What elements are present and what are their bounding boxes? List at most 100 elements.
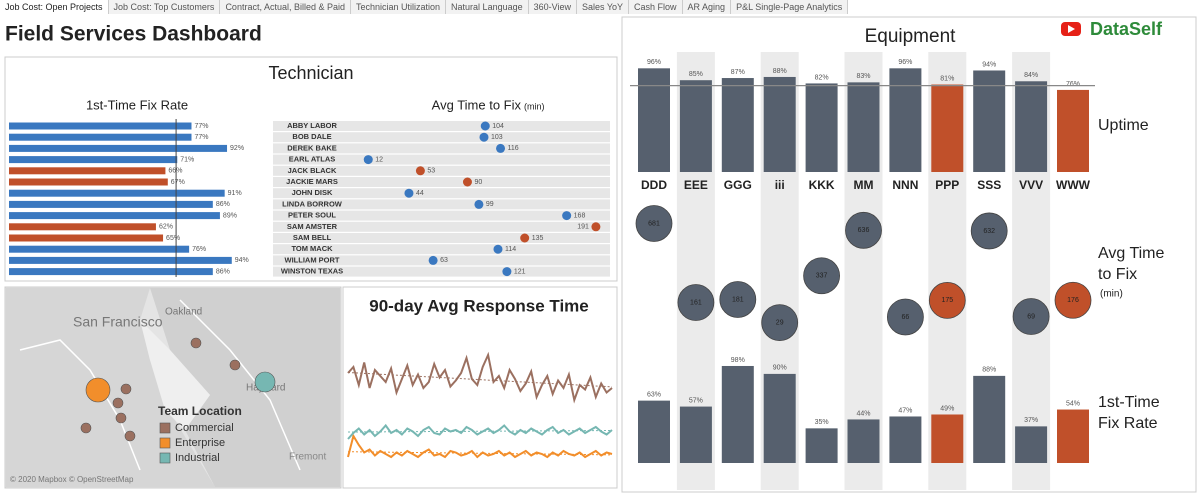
line-series [347, 433, 613, 459]
bubble [803, 257, 840, 295]
map-point [229, 359, 241, 371]
tab[interactable]: Contract, Actual, Billed & Paid [220, 0, 351, 14]
response-panel [342, 286, 618, 489]
map-point [85, 377, 111, 403]
legend-label: Industrial [175, 452, 220, 464]
bar [973, 375, 1006, 463]
category-label: JACK BLACK [288, 166, 337, 175]
bar [721, 365, 754, 463]
bar [9, 156, 178, 164]
value-label: 44 [416, 190, 424, 197]
value-label: 96% [898, 59, 912, 66]
chart-unit: (min) [524, 101, 545, 111]
map-point [254, 371, 276, 393]
value-label: 636 [858, 227, 870, 234]
bar [721, 78, 754, 172]
value-label: 47% [898, 407, 912, 414]
tab[interactable]: P&L Single-Page Analytics [731, 0, 849, 14]
bar [9, 200, 213, 208]
value-label: 103 [491, 134, 503, 141]
bar [9, 133, 192, 141]
value-label: 12 [375, 156, 383, 163]
bubble [1054, 281, 1092, 319]
row-band [273, 188, 610, 199]
row-band [273, 221, 610, 232]
dot [462, 177, 472, 187]
category-label: LINDA BORROW [282, 199, 343, 208]
chart-title: 1st-Time Fix Rate [86, 97, 188, 112]
map-point [80, 422, 92, 434]
bar [9, 223, 156, 231]
bar [1057, 89, 1089, 172]
category-label: EARL ATLAS [289, 155, 336, 164]
map-land [150, 288, 340, 487]
value-label: 90 [474, 179, 482, 186]
dot [428, 255, 438, 265]
bar [805, 428, 838, 463]
bubble [845, 211, 882, 249]
value-label: 168 [574, 212, 586, 219]
row-band [273, 255, 610, 266]
bar [638, 68, 670, 172]
dot [404, 188, 414, 198]
bubble [761, 304, 799, 341]
value-label: 89% [223, 212, 237, 219]
value-label: 82% [815, 74, 829, 81]
dot [502, 267, 512, 277]
category-label: SAM BELL [293, 233, 332, 242]
value-label: 57% [689, 397, 703, 404]
bar [638, 400, 670, 463]
dot [591, 222, 601, 232]
value-label: 135 [532, 235, 544, 242]
value-label: 87% [731, 69, 745, 76]
map-label: Oakland [165, 307, 202, 318]
value-label: 175 [941, 297, 953, 304]
tab[interactable]: AR Aging [683, 0, 732, 14]
chart-title: Avg Time to Fix [1098, 245, 1165, 283]
category-label: GGG [724, 178, 752, 192]
bar [1015, 426, 1048, 463]
dot [493, 244, 503, 254]
row-band [273, 199, 610, 210]
value-label: 94% [235, 257, 249, 264]
tab[interactable]: 360-View [529, 0, 577, 14]
bubble [635, 205, 673, 242]
value-label: 77% [194, 123, 208, 130]
brand: DataSelf [1090, 19, 1163, 39]
category-label: MM [854, 178, 874, 192]
tab[interactable]: Natural Language [446, 0, 529, 14]
bar [805, 83, 838, 172]
tab[interactable]: Cash Flow [629, 0, 683, 14]
line-series [347, 351, 613, 404]
bar [9, 212, 220, 220]
bar [9, 256, 232, 264]
chart-title: 90-day Avg Response Time [369, 296, 589, 315]
bar [9, 144, 228, 152]
dashboard-title: Field Services Dashboard [5, 23, 262, 46]
value-label: 66 [902, 314, 910, 321]
value-label: 35% [815, 419, 829, 426]
category-label: BOB DALE [292, 132, 331, 141]
dot [479, 132, 489, 142]
tab[interactable]: Sales YoY [577, 0, 630, 14]
tab[interactable]: Job Cost: Open Projects [0, 0, 109, 14]
value-label: 84% [1024, 72, 1038, 79]
tab[interactable]: Technician Utilization [351, 0, 447, 14]
category-label: TOM MACK [291, 244, 333, 253]
tab[interactable]: Job Cost: Top Customers [109, 0, 221, 14]
value-label: 63 [440, 257, 448, 264]
category-label: NNN [892, 178, 918, 192]
bar [931, 414, 964, 463]
value-label: 88% [773, 68, 787, 75]
bubble [887, 298, 924, 336]
map-label: Fremont [289, 452, 326, 463]
value-label: 29 [776, 319, 784, 326]
bar [763, 76, 796, 172]
value-label: 77% [194, 134, 208, 141]
category-label: VVV [1019, 178, 1043, 192]
value-label: 83% [856, 73, 870, 80]
value-label: 681 [648, 220, 660, 227]
legend-swatch [159, 452, 171, 464]
value-label: 91% [228, 190, 242, 197]
